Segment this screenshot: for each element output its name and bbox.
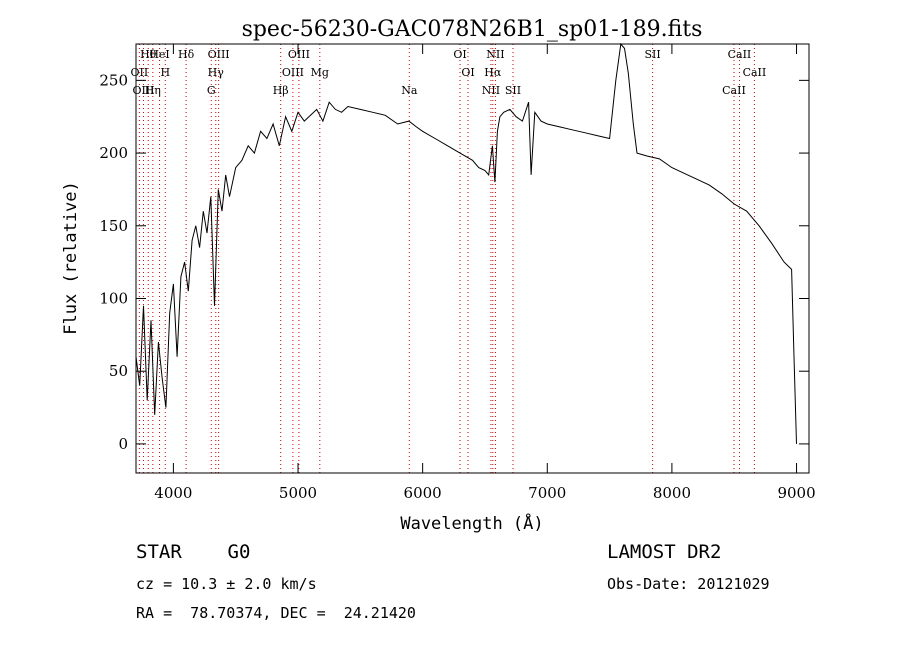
y-tick-label-2: 100 bbox=[99, 289, 128, 307]
emission-line-labels: HθOIIOIIIHeIHHηHδHγGOIIIOIIIHβOIIIMgNaOI… bbox=[131, 48, 767, 97]
line-marker-label-6: Hδ bbox=[178, 48, 195, 61]
x-tick-label-1: 5000 bbox=[279, 484, 317, 502]
y-axis: 0 50 100 150 200 250 bbox=[99, 71, 809, 453]
x-tick-label-2: 6000 bbox=[404, 484, 442, 502]
survey-name: LAMOST DR2 bbox=[607, 541, 722, 563]
line-marker-label-21: SII bbox=[644, 48, 660, 61]
line-marker-label-0: Hθ bbox=[140, 48, 157, 61]
line-marker-label-19: Hα bbox=[484, 66, 502, 79]
x-tick-label-0: 4000 bbox=[154, 484, 192, 502]
line-marker-label-12: OIII bbox=[288, 48, 310, 61]
plot-frame bbox=[135, 43, 810, 474]
y-tick-label-4: 200 bbox=[99, 144, 128, 162]
x-tick-label-4: 8000 bbox=[653, 484, 691, 502]
line-marker-label-15: OI bbox=[453, 48, 466, 61]
y-axis-label: Flux (relative) bbox=[61, 181, 81, 335]
x-tick-label-3: 7000 bbox=[528, 484, 566, 502]
line-marker-label-8: G bbox=[207, 84, 216, 97]
line-marker-label-10: OIII bbox=[282, 66, 304, 79]
x-tick-label-5: 9000 bbox=[777, 484, 815, 502]
line-marker-label-11: Hβ bbox=[273, 84, 289, 97]
observation-date: Obs-Date: 20121029 bbox=[607, 575, 770, 593]
coordinates-readout: RA = 78.70374, DEC = 24.21420 bbox=[136, 604, 416, 622]
redshift-readout: cz = 10.3 ± 2.0 km/s bbox=[136, 575, 317, 593]
y-tick-label-3: 150 bbox=[99, 217, 128, 235]
line-marker-label-13: Mg bbox=[311, 66, 329, 79]
line-marker-label-20: SII bbox=[505, 84, 521, 97]
line-marker-label-7: Hγ bbox=[208, 66, 225, 79]
object-class: STAR G0 bbox=[136, 541, 251, 563]
line-marker-label-16: OI bbox=[461, 66, 474, 79]
x-axis: 4000 5000 6000 7000 8000 9000 bbox=[154, 44, 816, 502]
line-marker-label-2: OIII bbox=[132, 84, 154, 97]
line-marker-label-24: CaII bbox=[728, 48, 752, 61]
y-tick-label-0: 0 bbox=[118, 435, 128, 453]
line-marker-label-14: Na bbox=[401, 84, 418, 97]
line-marker-label-9: OIII bbox=[208, 48, 230, 61]
emission-line-markers bbox=[138, 44, 755, 473]
line-marker-label-5: Hη bbox=[145, 84, 161, 97]
line-marker-label-23: CaII bbox=[722, 84, 746, 97]
y-tick-label-1: 50 bbox=[109, 362, 128, 380]
line-marker-label-4: H bbox=[160, 66, 170, 79]
line-marker-label-22: CaII bbox=[743, 66, 767, 79]
line-marker-label-18: NII bbox=[486, 48, 504, 61]
x-axis-label: Wavelength (Å) bbox=[400, 512, 543, 534]
line-marker-label-1: OII bbox=[131, 66, 149, 79]
line-marker-label-17: NII bbox=[482, 84, 500, 97]
y-tick-label-5: 250 bbox=[99, 71, 128, 89]
chart-title: spec-56230-GAC078N26B1_sp01-189.fits bbox=[242, 17, 703, 42]
series-spectrum-line bbox=[135, 42, 797, 444]
line-marker-label-3: HeI bbox=[149, 48, 169, 61]
